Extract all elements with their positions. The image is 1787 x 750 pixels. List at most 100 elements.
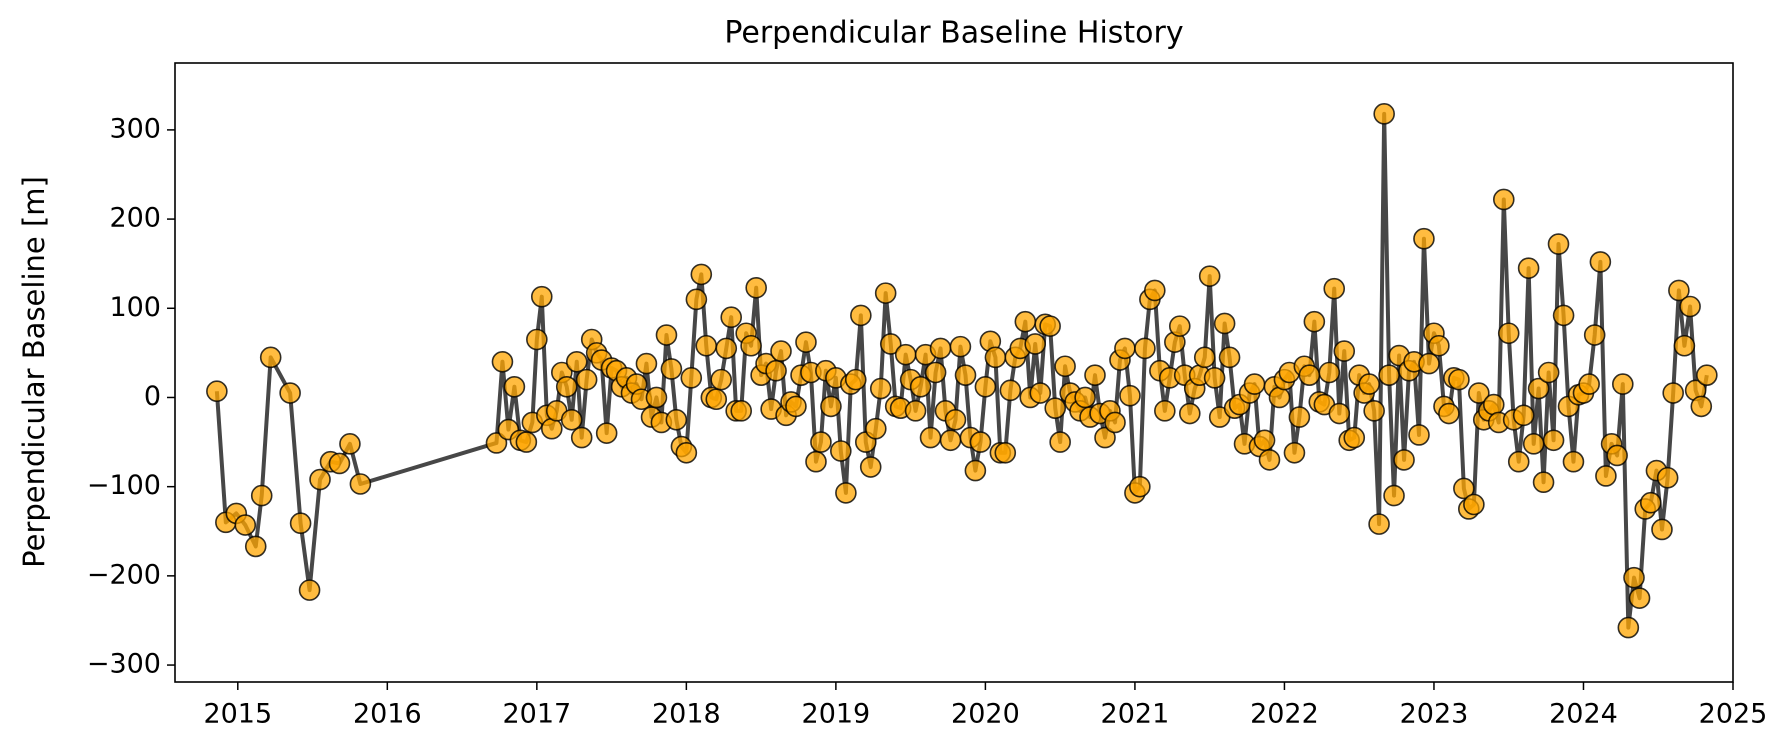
data-point (1154, 400, 1176, 422)
data-point (954, 364, 977, 386)
data-point (1178, 402, 1201, 425)
data-point (1562, 450, 1585, 473)
data-point (565, 350, 588, 373)
data-point (994, 441, 1017, 464)
x-tick-label: 2017 (502, 699, 571, 730)
data-point (964, 459, 987, 482)
data-point (1358, 373, 1381, 395)
data-point (570, 426, 593, 449)
data-point (1323, 277, 1346, 300)
data-point (1134, 337, 1156, 360)
data-point (919, 426, 942, 449)
data-point (555, 375, 578, 398)
data-point (645, 386, 668, 409)
data-point (279, 382, 301, 404)
data-point (730, 400, 753, 422)
data-point (1144, 279, 1166, 302)
data-point (289, 512, 312, 535)
data-point (1453, 477, 1475, 500)
data-point (969, 431, 992, 453)
data-point (1074, 386, 1096, 409)
data-point (635, 352, 658, 375)
data-point (1318, 361, 1341, 384)
data-point (1651, 518, 1673, 541)
data-point (1268, 386, 1291, 409)
data-point (1193, 346, 1216, 369)
data-point (924, 361, 947, 384)
data-point (526, 328, 548, 351)
data-point (1333, 340, 1356, 362)
data-point (530, 285, 553, 308)
data-point (909, 375, 932, 398)
data-point (1243, 373, 1266, 395)
data-point (1363, 400, 1385, 422)
data-point (595, 422, 618, 444)
y-tick-label: 200 (109, 203, 161, 234)
data-point (1532, 471, 1555, 494)
data-point (1168, 315, 1191, 337)
data-point (1114, 337, 1136, 360)
data-point (1656, 466, 1679, 489)
data-point (1583, 324, 1606, 346)
data-point (244, 535, 267, 558)
x-tick-label: 2019 (802, 699, 871, 730)
data-point (1522, 433, 1545, 455)
data-point (328, 452, 351, 475)
data-point (765, 359, 787, 382)
data-point (1428, 334, 1450, 357)
x-tick-label: 2022 (1250, 699, 1319, 730)
data-point (1463, 493, 1485, 516)
data-point (560, 408, 583, 431)
data-point (1039, 315, 1061, 337)
data-point (1373, 103, 1395, 125)
data-point (540, 417, 563, 440)
data-point (879, 333, 902, 355)
data-point (1668, 279, 1690, 302)
data-point (1253, 429, 1276, 452)
data-point (1589, 251, 1612, 273)
data-point (894, 343, 917, 366)
x-tick-label: 2016 (353, 699, 422, 730)
x-tick-label: 2021 (1101, 699, 1170, 730)
data-point (904, 400, 927, 422)
data-point (503, 375, 526, 398)
data-point (1054, 355, 1076, 378)
data-point (206, 380, 228, 403)
data-point (874, 282, 897, 304)
data-point (1094, 426, 1116, 449)
data-point (999, 379, 1022, 402)
data-point (485, 432, 508, 454)
x-tick-label: 2025 (1699, 699, 1768, 730)
data-point (1049, 431, 1071, 453)
data-point (349, 473, 372, 495)
data-point (1492, 188, 1515, 211)
data-point (1497, 322, 1520, 345)
data-point (1639, 491, 1662, 514)
data-point (1542, 429, 1565, 452)
data-point (1617, 616, 1640, 639)
data-point (1129, 475, 1151, 498)
data-point (929, 337, 952, 360)
data-point (820, 395, 842, 418)
data-point (1044, 397, 1067, 419)
data-point (974, 375, 997, 398)
y-tick-label: −200 (87, 559, 161, 590)
data-point (1218, 346, 1241, 369)
data-point (1408, 424, 1430, 446)
data-point (715, 337, 738, 360)
data-point (491, 350, 514, 373)
y-axis-label: Perpendicular Baseline [m] (17, 176, 51, 568)
data-point (770, 340, 792, 362)
data-point (1606, 444, 1628, 467)
data-point (865, 417, 887, 440)
data-point (745, 276, 767, 299)
data-point (1029, 382, 1052, 404)
data-point (339, 433, 361, 455)
data-point (309, 468, 331, 491)
data-point (250, 484, 273, 507)
data-point (720, 306, 743, 329)
data-point (1288, 406, 1311, 428)
x-tick-label: 2018 (652, 699, 721, 730)
data-point (1696, 364, 1718, 386)
data-point (1258, 449, 1281, 471)
